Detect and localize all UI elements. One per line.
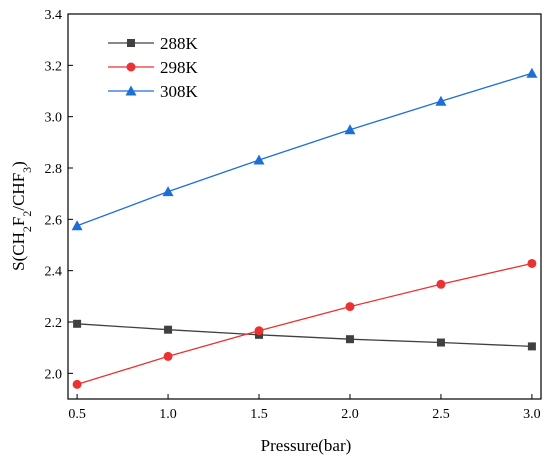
legend-label: 298K <box>160 58 199 77</box>
data-point-298K <box>436 279 446 289</box>
y-tick-label: 3.0 <box>45 111 63 126</box>
data-point-298K <box>163 351 173 361</box>
y-tick-label: 2.6 <box>45 213 63 228</box>
series-line-298K <box>76 262 533 385</box>
x-axis: 0.5 1.0 1.5 2.0 2.5 3.0 <box>68 394 541 422</box>
data-point-298K <box>345 302 355 312</box>
data-point-288K <box>436 338 445 347</box>
x-tick-label: 0.5 <box>68 407 86 422</box>
data-point-298K <box>72 379 82 389</box>
y-axis-title-part: /CHF <box>9 173 28 211</box>
y-axis-title-subscript: 3 <box>20 167 34 173</box>
series-288K <box>73 319 536 351</box>
legend-marker <box>125 85 137 96</box>
data-point-308K <box>526 67 538 78</box>
y-axis-title-subscript: 2 <box>20 211 34 217</box>
data-point-298K <box>527 258 537 268</box>
data-point-288K <box>345 335 354 344</box>
y-axis-title: S(CH2F2/CHF3) <box>9 161 34 271</box>
series-line-308K <box>76 72 533 227</box>
y-axis: 2.0 2.2 2.4 2.6 2.8 3.0 3.2 3.4 <box>45 8 73 382</box>
legend: 288K 298K 308K <box>108 34 199 101</box>
x-tick-label: 3.0 <box>523 407 541 422</box>
series-308K <box>71 67 538 231</box>
y-tick-label: 3.2 <box>45 59 63 74</box>
data-point-308K <box>162 186 174 197</box>
y-axis-title-part: S(CH <box>9 232 28 271</box>
y-tick-label: 2.2 <box>45 316 63 331</box>
y-tick-label: 2.8 <box>45 162 63 177</box>
series-layer <box>71 67 538 389</box>
y-tick-label: 2.4 <box>45 265 63 280</box>
legend-marker <box>126 62 136 72</box>
plot-area <box>67 13 542 400</box>
y-tick-label: 2.0 <box>45 367 63 382</box>
plot-frame <box>67 13 542 400</box>
y-axis-title-part: ) <box>9 161 28 167</box>
x-tick-label: 1.0 <box>159 407 177 422</box>
data-point-298K <box>254 326 264 336</box>
series-line-288K <box>77 323 532 348</box>
data-point-308K <box>253 154 265 165</box>
data-point-308K <box>344 124 356 135</box>
series-298K <box>72 258 537 389</box>
x-tick-label: 2.5 <box>432 407 450 422</box>
data-point-288K <box>73 319 82 328</box>
data-point-288K <box>164 325 173 334</box>
y-axis-title-part: F <box>9 217 28 226</box>
y-tick-label: 3.4 <box>45 8 63 23</box>
data-point-308K <box>435 95 447 106</box>
y-axis-title-subscript: 2 <box>20 226 34 232</box>
data-point-308K <box>71 220 83 231</box>
x-axis-title: Pressure(bar) <box>261 436 352 455</box>
x-tick-label: 1.5 <box>250 407 268 422</box>
legend-item-308K: 308K <box>108 82 199 101</box>
x-tick-label: 2.0 <box>341 407 359 422</box>
legend-item-298K: 298K <box>108 58 199 77</box>
legend-marker <box>127 39 135 47</box>
legend-label: 308K <box>160 82 199 101</box>
legend-label: 288K <box>160 34 199 53</box>
legend-item-288K: 288K <box>108 34 199 53</box>
data-point-288K <box>527 342 536 351</box>
